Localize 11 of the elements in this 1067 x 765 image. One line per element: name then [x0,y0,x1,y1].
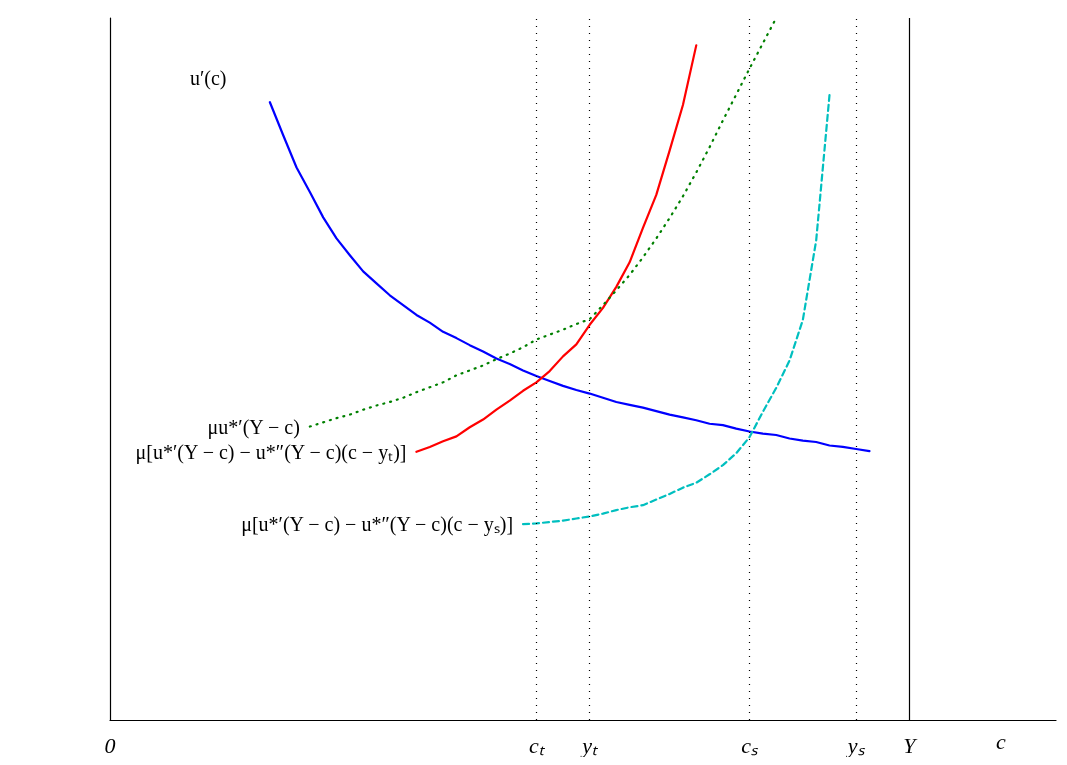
x-tick-label: Y [903,732,919,758]
x-axis-title: c [996,728,1006,754]
x-tick-label: yₜ [580,732,600,758]
x-tick-label: cₛ [741,732,759,758]
series-label: μu*′(Y − c) [207,415,300,439]
x-tick-label: yₛ [845,732,866,758]
x-tick-label: cₜ [528,732,546,758]
text: u′(c) [189,67,227,91]
x-tick-label: 0 [104,732,116,758]
series-label: μ[u*′(Y − c) − u*″(Y − c)(c − yₜ)] [135,440,407,464]
series-label: μ[u*′(Y − c) − u*″(Y − c)(c − yₛ)] [241,513,514,537]
